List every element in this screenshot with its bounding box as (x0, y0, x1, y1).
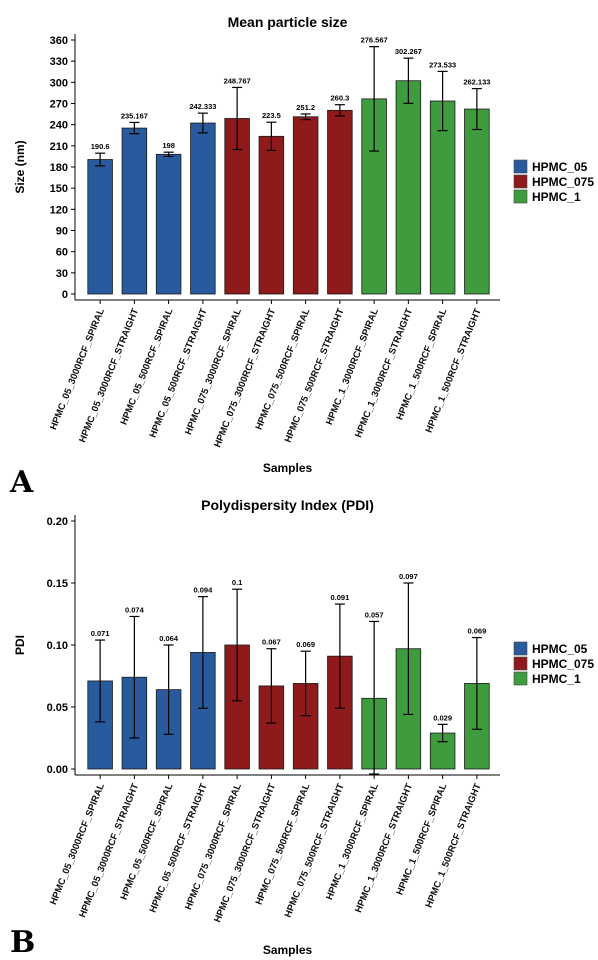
y-tick-label: 120 (50, 204, 68, 216)
data-label: 0.069 (467, 627, 486, 636)
bar (87, 680, 113, 770)
bar (292, 116, 319, 295)
y-tick-label: 30 (56, 268, 68, 280)
data-label: 223.5 (262, 111, 281, 120)
bar (464, 108, 490, 295)
x-axis-label: Samples (263, 461, 313, 475)
legend-swatch (513, 671, 528, 686)
legend-entry: HPMC_05 (532, 160, 588, 174)
data-label: 0.094 (193, 586, 213, 595)
x-tick-label: HPMC_075_500RCF_STRAIGHT (283, 307, 347, 444)
legend-swatch (513, 641, 528, 656)
data-label: 0.069 (296, 640, 315, 649)
y-tick-label: 210 (50, 141, 68, 153)
x-tick-label: HPMC_075_3000RCF_STRAIGHT (212, 782, 278, 924)
y-tick-label: 270 (50, 99, 68, 111)
data-label: 190.6 (91, 142, 110, 151)
data-label: 242.333 (189, 102, 216, 111)
chart-panel-a: Mean particle size A 0 30 60 90 120 150 180 210 24… (9, 14, 594, 500)
data-label: 0.1 (232, 578, 242, 587)
data-label: 0.071 (91, 629, 110, 638)
y-tick-label: 60 (56, 247, 68, 259)
y-axis-label: PDI (13, 635, 27, 655)
panel-letter: A (9, 465, 34, 500)
legend-entry: HPMC_1 (532, 190, 581, 204)
data-label: 248.767 (224, 76, 251, 85)
y-tick-label: 360 (50, 35, 68, 47)
data-label: 0.097 (399, 572, 418, 581)
legend-swatch (513, 159, 528, 174)
bar (190, 122, 216, 295)
y-tick-label: 180 (50, 162, 68, 174)
y-axis-label: Size (nm) (13, 140, 27, 193)
data-label: 0.091 (330, 593, 349, 602)
bar (429, 100, 456, 295)
x-tick-label: HPMC_05_3000RCF_STRAIGHT (77, 307, 141, 444)
y-tick-label: 0.10 (47, 640, 68, 652)
panel-letter: B (10, 925, 35, 960)
bar (155, 153, 182, 295)
y-tick-label: 0.20 (47, 516, 68, 528)
y-tick-label: 150 (50, 183, 68, 195)
data-label: 0.057 (365, 610, 384, 619)
data-label: 0.067 (262, 638, 281, 647)
x-tick-label: HPMC_075_3000RCF_STRAIGHT (212, 307, 278, 449)
bar (395, 80, 422, 295)
data-label: 0.074 (125, 605, 145, 614)
y-tick-label: 0.00 (47, 764, 68, 776)
chart-title: Polydispersity Index (PDI) (201, 497, 374, 513)
legend-swatch (513, 656, 528, 671)
legend-entry: HPMC_075 (532, 657, 594, 671)
legend-entry: HPMC_075 (532, 175, 594, 189)
y-tick-label: 0 (62, 289, 68, 301)
data-label: 0.064 (159, 634, 179, 643)
data-label: 260.3 (330, 94, 349, 103)
data-label: 198 (162, 141, 175, 150)
y-tick-label: 240 (50, 120, 68, 132)
y-tick-label: 300 (50, 77, 68, 89)
bar (258, 135, 285, 295)
data-label: 251.2 (296, 103, 315, 112)
data-label: 302.267 (395, 47, 422, 56)
x-axis-label: Samples (263, 943, 313, 957)
data-label: 276.567 (361, 36, 388, 45)
x-tick-label: HPMC_075_500RCF_STRAIGHT (283, 782, 347, 919)
chart-panel-b: Polydispersity Index (PDI) B 0.00 0.05 0.10 0… (10, 497, 594, 960)
data-label: 235.167 (121, 111, 148, 120)
y-tick-label: 90 (56, 226, 68, 238)
data-label: 0.029 (433, 713, 452, 722)
bar (327, 109, 353, 295)
data-label: 262.133 (463, 78, 490, 87)
legend-swatch (513, 189, 528, 204)
legend-swatch (513, 174, 528, 189)
bar (121, 127, 148, 295)
bar (87, 159, 113, 295)
y-tick-label: 0.05 (47, 702, 68, 714)
data-label: 273.533 (429, 60, 456, 69)
legend-entry: HPMC_05 (532, 642, 588, 656)
y-tick-label: 0.15 (47, 578, 68, 590)
chart-title: Mean particle size (228, 14, 348, 30)
x-tick-label: HPMC_05_3000RCF_STRAIGHT (77, 782, 141, 919)
y-tick-label: 330 (50, 56, 68, 68)
legend-entry: HPMC_1 (532, 672, 581, 686)
